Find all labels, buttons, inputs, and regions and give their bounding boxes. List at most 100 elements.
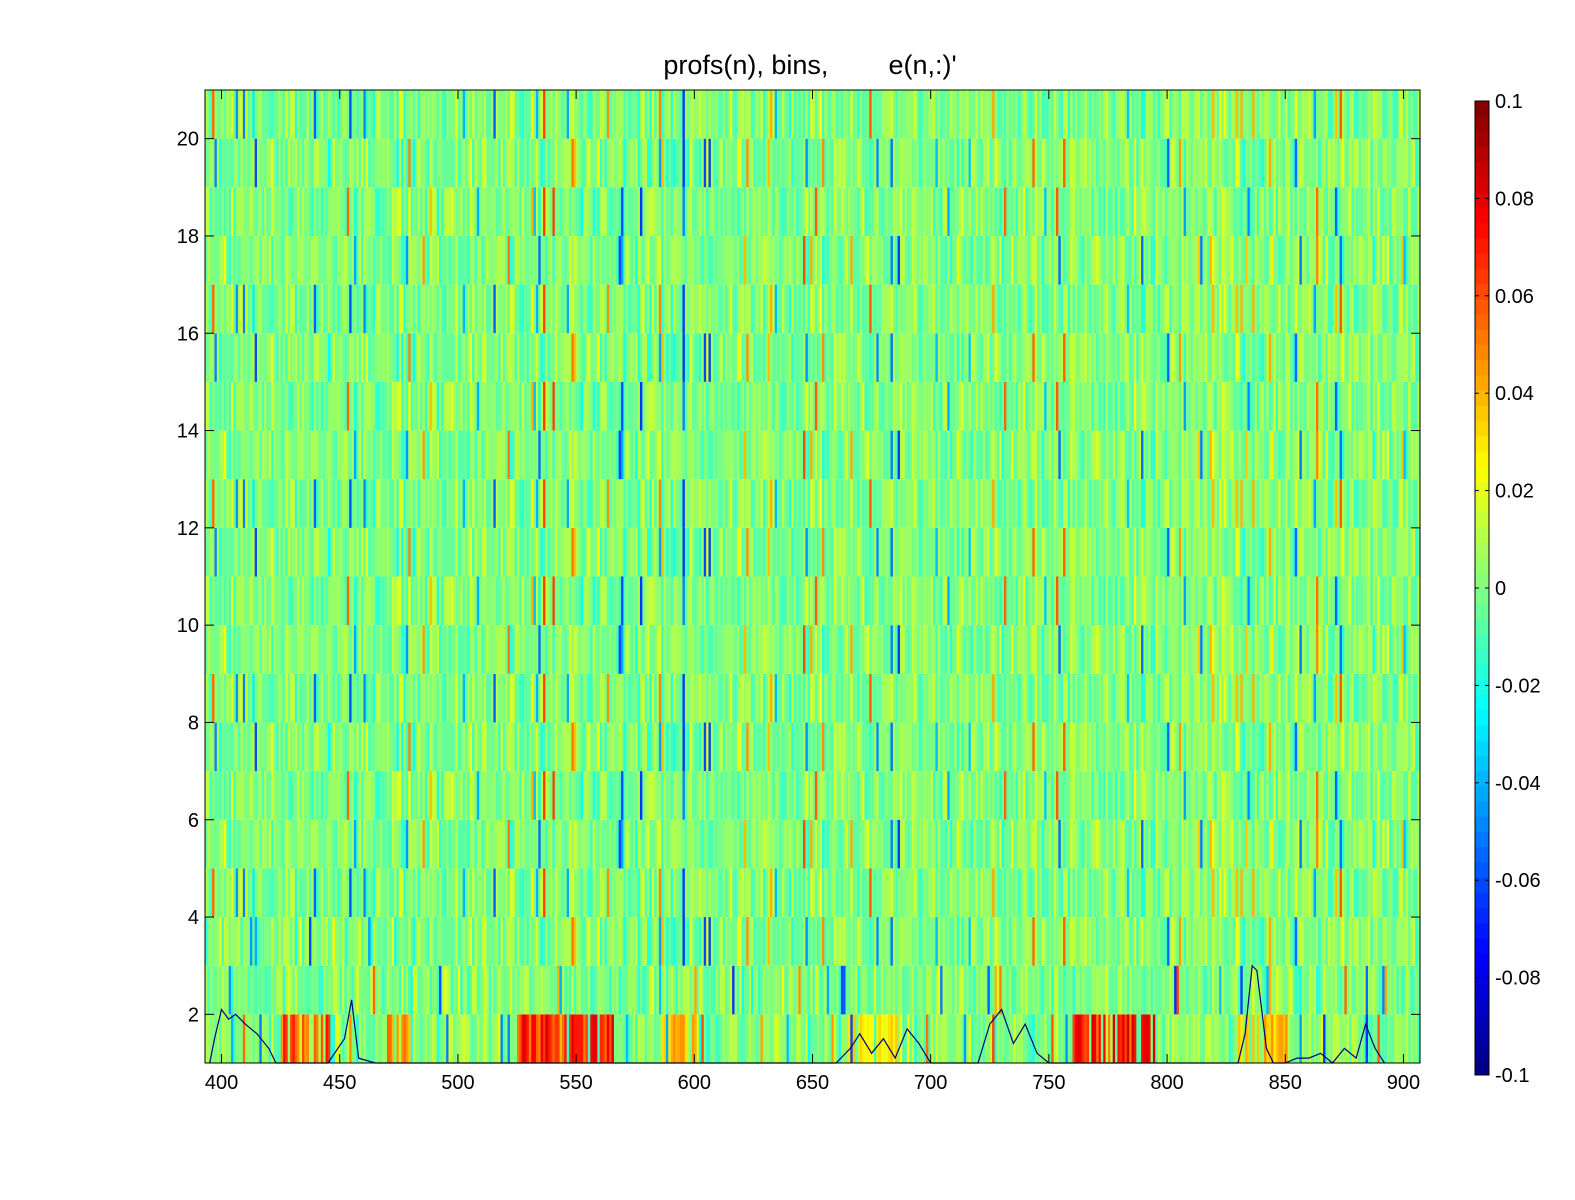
heatmap-cell	[715, 965, 719, 1015]
heatmap-cell	[297, 1014, 301, 1063]
heatmap-cell	[864, 1014, 868, 1063]
heatmap-cell	[292, 1014, 296, 1063]
heatmap-cell	[285, 1014, 289, 1063]
heatmap-cell	[495, 965, 499, 1015]
heatmap-cell	[940, 1014, 944, 1063]
heatmap-cell	[1105, 965, 1109, 1015]
heatmap-cell	[798, 965, 802, 1015]
heatmap-cell	[642, 965, 646, 1015]
heatmap-cell	[812, 1014, 816, 1063]
heatmap-cell	[881, 1014, 885, 1063]
heatmap-cell	[947, 1014, 951, 1063]
heatmap-cell	[1190, 965, 1194, 1015]
heatmap-cell	[238, 965, 242, 1015]
heatmap-cell	[453, 965, 457, 1015]
heatmap-cell	[871, 965, 875, 1015]
heatmap-cell	[1299, 1014, 1303, 1063]
heatmap-cell	[1282, 1014, 1286, 1063]
heatmap-cell	[543, 1014, 546, 1063]
heatmap-cell	[261, 1014, 265, 1063]
heatmap-cell	[1318, 1014, 1322, 1063]
heatmap-cell	[1117, 1014, 1121, 1063]
heatmap-cell	[1039, 1014, 1043, 1063]
heatmap-cell	[592, 965, 596, 1015]
heatmap-cell	[999, 965, 1003, 1015]
heatmap-cell	[228, 965, 232, 1015]
heatmap-cell	[505, 1014, 509, 1063]
heatmap-cell	[769, 1014, 773, 1063]
heatmap-cell	[1412, 1014, 1416, 1063]
heatmap-cell	[493, 1014, 497, 1063]
heatmap-cell	[1112, 1014, 1116, 1063]
heatmap-cell	[469, 965, 473, 1015]
heatmap-cell	[1020, 965, 1024, 1015]
heatmap-cell	[1115, 965, 1119, 1015]
heatmap-cell	[899, 965, 903, 1015]
heatmap-cell	[989, 1014, 993, 1063]
heatmap-cell	[970, 1014, 974, 1063]
heatmap-cell	[1145, 965, 1149, 1015]
heatmap-cell	[689, 965, 693, 1015]
heatmap-cell	[1107, 1014, 1111, 1063]
heatmap-cell	[587, 1014, 591, 1063]
heatmap-cell	[311, 965, 315, 1015]
heatmap-cell	[933, 965, 937, 1015]
heatmap-cell	[949, 965, 953, 1015]
heatmap-cell	[1219, 965, 1223, 1015]
heatmap-cell	[231, 1014, 234, 1063]
heatmap-cell	[682, 965, 686, 1015]
heatmap-cell	[1107, 965, 1111, 1015]
heatmap-cell	[1384, 1014, 1388, 1063]
heatmap-cell	[1110, 965, 1114, 1015]
heatmap-cell	[356, 1014, 360, 1063]
heatmap-cell	[1077, 1014, 1081, 1063]
heatmap-cell	[590, 965, 594, 1015]
heatmap-cell	[339, 965, 343, 1015]
heatmap-cell	[1181, 965, 1185, 1015]
heatmap-cell	[727, 965, 731, 1015]
heatmap-cell	[431, 965, 435, 1015]
heatmap-cell	[968, 1014, 972, 1063]
heatmap-cell	[819, 1014, 823, 1063]
heatmap-cell	[1261, 1014, 1265, 1063]
heatmap-cell	[985, 1014, 989, 1063]
heatmap-cell	[446, 1014, 450, 1063]
heatmap-cell	[1039, 965, 1043, 1015]
heatmap-cell	[247, 965, 251, 1015]
chart-title: profs(n), bins, e(n,:)'	[663, 50, 956, 80]
heatmap-cell	[651, 1014, 655, 1063]
heatmap-cell	[1141, 965, 1145, 1015]
heatmap-cell	[221, 965, 225, 1015]
heatmap-cell	[1235, 1014, 1239, 1063]
heatmap-cell	[1150, 965, 1154, 1015]
heatmap-cell	[209, 1014, 213, 1063]
heatmap-cell	[443, 1014, 447, 1063]
heatmap-cell	[713, 965, 717, 1015]
heatmap-cell	[708, 1014, 712, 1063]
heatmap-cell	[1237, 965, 1241, 1015]
heatmap-cell	[930, 965, 934, 1015]
heatmap-cell	[559, 965, 563, 1015]
heatmap-cell	[266, 1014, 270, 1063]
heatmap-cell	[805, 1014, 809, 1063]
heatmap-cell	[916, 1014, 920, 1063]
heatmap-cell	[455, 965, 459, 1015]
heatmap-cell	[658, 1014, 662, 1063]
heatmap-cell	[909, 965, 913, 1015]
heatmap-cell	[992, 965, 996, 1015]
heatmap-cell	[722, 1014, 726, 1063]
heatmap-cell	[472, 965, 476, 1015]
heatmap-cell	[301, 1014, 305, 1063]
heatmap-cell	[777, 965, 780, 1015]
heatmap-cell	[1344, 1014, 1348, 1063]
heatmap-cell	[616, 965, 620, 1015]
heatmap-cell	[441, 965, 445, 1015]
heatmap-cell	[895, 1014, 899, 1063]
heatmap-cell	[327, 1014, 331, 1063]
heatmap-cell	[831, 965, 835, 1015]
heatmap-cell	[602, 1014, 606, 1063]
heatmap-cell	[330, 1014, 334, 1063]
heatmap-cell	[398, 965, 402, 1015]
heatmap-cell	[476, 965, 480, 1015]
heatmap-cell	[675, 965, 679, 1015]
